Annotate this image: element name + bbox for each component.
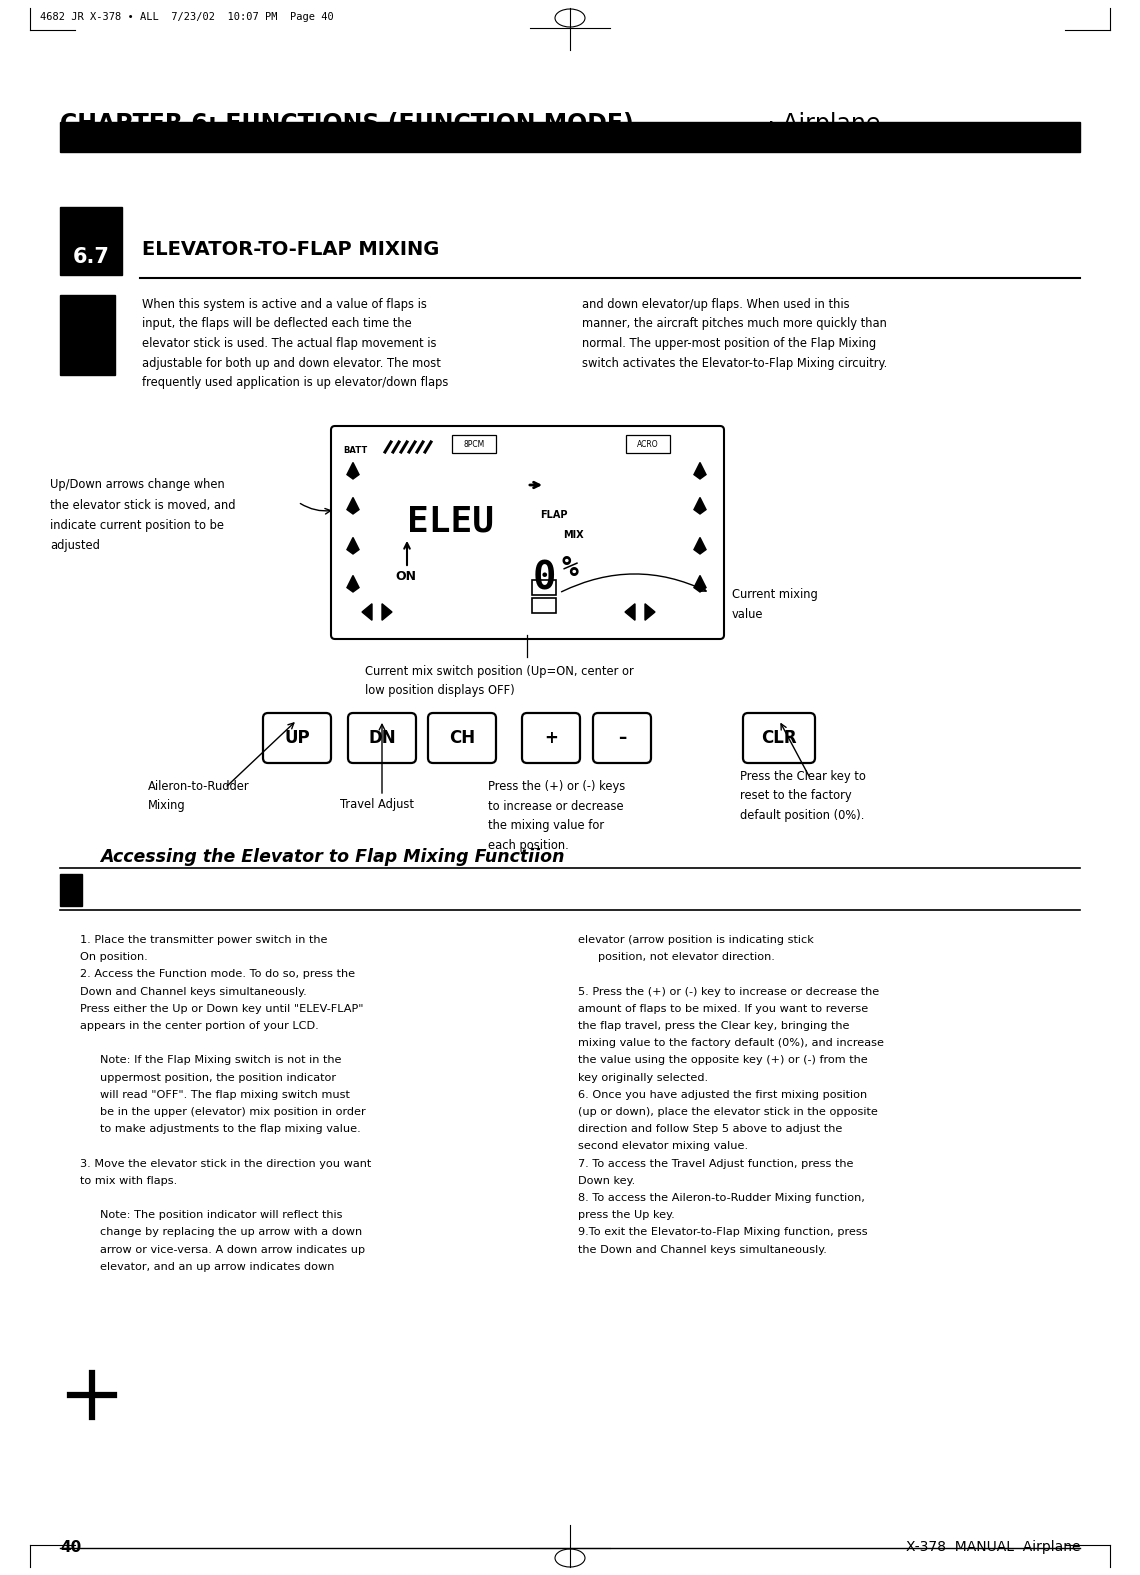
- Text: ELEU: ELEU: [407, 506, 494, 539]
- Text: the Down and Channel keys simultaneously.: the Down and Channel keys simultaneously…: [578, 1244, 826, 1255]
- Polygon shape: [363, 603, 372, 621]
- Text: to mix with flaps.: to mix with flaps.: [80, 1177, 177, 1186]
- Text: ELEVATOR-TO-FLAP MIXING: ELEVATOR-TO-FLAP MIXING: [142, 239, 439, 258]
- Text: 40: 40: [60, 1540, 81, 1555]
- Text: %: %: [562, 554, 579, 583]
- Text: (up or down), place the elevator stick in the opposite: (up or down), place the elevator stick i…: [578, 1107, 878, 1117]
- Text: 5. Press the (+) or (-) key to increase or decrease the: 5. Press the (+) or (-) key to increase …: [578, 986, 879, 997]
- Polygon shape: [347, 498, 359, 513]
- Text: to make adjustments to the flap mixing value.: to make adjustments to the flap mixing v…: [100, 1125, 360, 1134]
- Text: the flap travel, press the Clear key, bringing the: the flap travel, press the Clear key, br…: [578, 1021, 849, 1032]
- Text: On position.: On position.: [80, 953, 148, 962]
- Text: Down key.: Down key.: [578, 1177, 635, 1186]
- Text: FLAP: FLAP: [540, 510, 568, 520]
- Polygon shape: [347, 575, 359, 592]
- Text: elevator, and an up arrow indicates down: elevator, and an up arrow indicates down: [100, 1262, 334, 1271]
- Text: Down and Channel keys simultaneously.: Down and Channel keys simultaneously.: [80, 986, 307, 997]
- Text: 8. To access the Aileron-to-Rudder Mixing function,: 8. To access the Aileron-to-Rudder Mixin…: [578, 1192, 865, 1203]
- Text: position, not elevator direction.: position, not elevator direction.: [598, 953, 775, 962]
- Text: Up/Down arrows change when
the elevator stick is moved, and
indicate current pos: Up/Down arrows change when the elevator …: [50, 477, 236, 553]
- Text: switch activates the Elevator-to-Flap Mixing circuitry.: switch activates the Elevator-to-Flap Mi…: [583, 356, 887, 370]
- Polygon shape: [694, 463, 706, 479]
- Text: ON: ON: [394, 570, 416, 583]
- Text: arrow or vice-versa. A down arrow indicates up: arrow or vice-versa. A down arrow indica…: [100, 1244, 365, 1255]
- Text: 7. To access the Travel Adjust function, press the: 7. To access the Travel Adjust function,…: [578, 1159, 854, 1169]
- Text: appears in the center portion of your LCD.: appears in the center portion of your LC…: [80, 1021, 319, 1032]
- Text: will read "OFF". The flap mixing switch must: will read "OFF". The flap mixing switch …: [100, 1090, 350, 1099]
- Text: Press either the Up or Down key until "ELEV-FLAP": Press either the Up or Down key until "E…: [80, 1003, 364, 1014]
- Text: key originally selected.: key originally selected.: [578, 1073, 708, 1082]
- Bar: [60, 121, 1080, 153]
- Text: amount of flaps to be mixed. If you want to reverse: amount of flaps to be mixed. If you want…: [578, 1003, 869, 1014]
- Text: second elevator mixing value.: second elevator mixing value.: [578, 1142, 748, 1151]
- Text: BATT: BATT: [343, 446, 367, 455]
- Text: 4682 JR X-378 • ALL  7/23/02  10:07 PM  Page 40: 4682 JR X-378 • ALL 7/23/02 10:07 PM Pag…: [40, 13, 334, 22]
- Text: CLR: CLR: [762, 729, 797, 747]
- Polygon shape: [694, 575, 706, 592]
- Text: Current mixing
value: Current mixing value: [732, 587, 817, 621]
- Text: Travel Adjust: Travel Adjust: [340, 799, 414, 811]
- Text: the value using the opposite key (+) or (-) from the: the value using the opposite key (+) or …: [578, 1055, 868, 1065]
- Polygon shape: [625, 603, 635, 621]
- Text: UP: UP: [284, 729, 310, 747]
- Text: CH: CH: [449, 729, 475, 747]
- Text: Press the Clear key to
reset to the factory
default position (0%).: Press the Clear key to reset to the fact…: [740, 770, 866, 822]
- Text: manner, the aircraft pitches much more quickly than: manner, the aircraft pitches much more q…: [583, 318, 887, 331]
- Text: X-378  MANUAL  Airplane: X-378 MANUAL Airplane: [905, 1540, 1080, 1555]
- Text: Aileron-to-Rudder
Mixing: Aileron-to-Rudder Mixing: [148, 780, 250, 813]
- Text: be in the upper (elevator) mix position in order: be in the upper (elevator) mix position …: [100, 1107, 366, 1117]
- Polygon shape: [382, 603, 392, 621]
- Text: CHAPTER 6: FUNCTIONS (FUNCTION MODE): CHAPTER 6: FUNCTIONS (FUNCTION MODE): [60, 112, 634, 135]
- Bar: [60, 874, 82, 906]
- Text: uppermost position, the position indicator: uppermost position, the position indicat…: [100, 1073, 336, 1082]
- Polygon shape: [694, 537, 706, 554]
- Text: input, the flaps will be deflected each time the: input, the flaps will be deflected each …: [142, 318, 412, 331]
- Text: 6.7: 6.7: [73, 247, 109, 268]
- Polygon shape: [694, 498, 706, 513]
- Text: ACRO: ACRO: [637, 439, 659, 449]
- Polygon shape: [645, 603, 655, 621]
- Text: press the Up key.: press the Up key.: [578, 1210, 675, 1221]
- Text: When this system is active and a value of flaps is: When this system is active and a value o…: [142, 298, 426, 310]
- Text: 8PCM: 8PCM: [463, 439, 484, 449]
- Text: mixing value to the factory default (0%), and increase: mixing value to the factory default (0%)…: [578, 1038, 884, 1049]
- Text: MIX: MIX: [563, 531, 584, 540]
- Text: normal. The upper-most position of the Flap Mixing: normal. The upper-most position of the F…: [583, 337, 877, 350]
- Text: Accessing the Elevator to Flap Mixing Functiion: Accessing the Elevator to Flap Mixing Fu…: [100, 847, 564, 866]
- Text: frequently used application is up elevator/down flaps: frequently used application is up elevat…: [142, 376, 448, 389]
- Text: –: –: [618, 729, 626, 747]
- Text: direction and follow Step 5 above to adjust the: direction and follow Step 5 above to adj…: [578, 1125, 842, 1134]
- Text: Note: The position indicator will reflect this: Note: The position indicator will reflec…: [100, 1210, 342, 1221]
- Text: 3. Move the elevator stick in the direction you want: 3. Move the elevator stick in the direct…: [80, 1159, 372, 1169]
- Text: 0: 0: [534, 561, 556, 598]
- Bar: [60, 295, 115, 375]
- Text: 6. Once you have adjusted the first mixing position: 6. Once you have adjusted the first mixi…: [578, 1090, 868, 1099]
- Text: DN: DN: [368, 729, 396, 747]
- Text: Press the (+) or (-) keys
to increase or decrease
the mixing value for
each posi: Press the (+) or (-) keys to increase or…: [488, 780, 625, 852]
- Text: · Airplane: · Airplane: [760, 112, 880, 135]
- Bar: [60, 206, 122, 276]
- Text: Note: If the Flap Mixing switch is not in the: Note: If the Flap Mixing switch is not i…: [100, 1055, 342, 1065]
- Text: elevator (arrow position is indicating stick: elevator (arrow position is indicating s…: [578, 936, 814, 945]
- Text: 1. Place the transmitter power switch in the: 1. Place the transmitter power switch in…: [80, 936, 327, 945]
- Text: and down elevator/up flaps. When used in this: and down elevator/up flaps. When used in…: [583, 298, 849, 310]
- Text: adjustable for both up and down elevator. The most: adjustable for both up and down elevator…: [142, 356, 441, 370]
- Text: elevator stick is used. The actual flap movement is: elevator stick is used. The actual flap …: [142, 337, 437, 350]
- Text: change by replacing the up arrow with a down: change by replacing the up arrow with a …: [100, 1227, 363, 1238]
- Text: Current mix switch position (Up=ON, center or
low position displays OFF): Current mix switch position (Up=ON, cent…: [365, 665, 634, 698]
- Polygon shape: [347, 537, 359, 554]
- Polygon shape: [347, 463, 359, 479]
- Text: 2. Access the Function mode. To do so, press the: 2. Access the Function mode. To do so, p…: [80, 969, 356, 980]
- Text: +: +: [544, 729, 557, 747]
- Text: 9.To exit the Elevator-to-Flap Mixing function, press: 9.To exit the Elevator-to-Flap Mixing fu…: [578, 1227, 868, 1238]
